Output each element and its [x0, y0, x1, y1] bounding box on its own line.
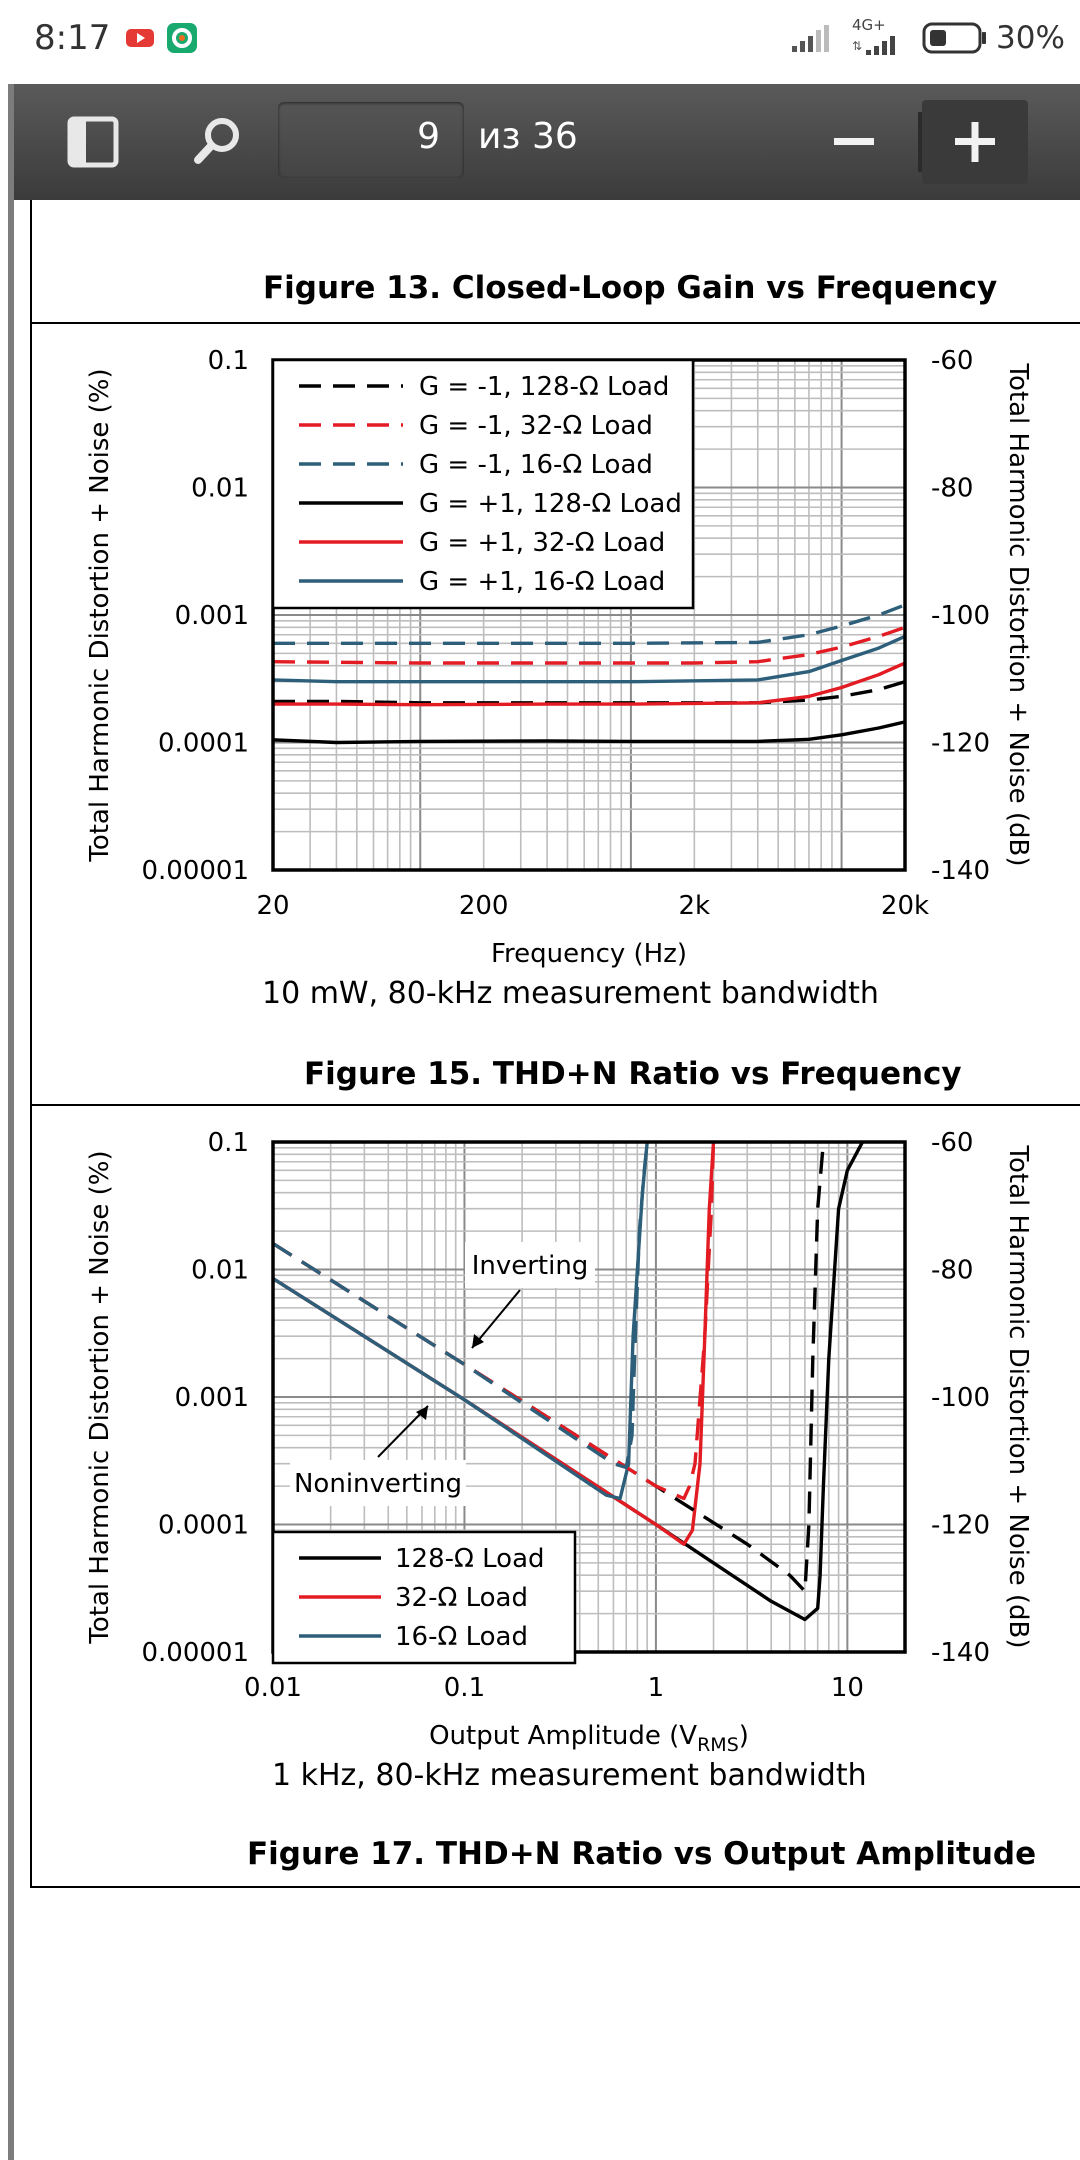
y-tick-label: 0.0001 — [158, 729, 249, 759]
legend-label: 16-Ω Load — [395, 1622, 528, 1652]
y2-tick-label: -60 — [931, 1128, 973, 1158]
status-bar: 8:17 4G+ ⇅ 30% — [0, 0, 1080, 80]
battery-icon — [922, 20, 988, 60]
thd-vs-amplitude-chart: 0.1 -60 0.01 -80 0.001 -100 0.0001 -120 0.00001 -… — [85, 1128, 1033, 1752]
page-count-label: из 36 — [478, 116, 578, 157]
y2-tick-label: -140 — [931, 1638, 990, 1668]
series-line-4 — [273, 661, 905, 707]
search-button[interactable] — [182, 106, 254, 178]
y-tick-label: 0.1 — [208, 1128, 249, 1158]
x-tick-label: 0.01 — [244, 1673, 302, 1703]
y-tick-label: 0.00001 — [141, 1638, 249, 1668]
figure-15-note: 10 mW, 80-kHz measurement bandwidth — [262, 976, 879, 1011]
separator-2 — [30, 1104, 1080, 1106]
x-axis-title: Output Amplitude (VRMS) — [429, 1721, 749, 1752]
series-line-5 — [273, 634, 905, 684]
search-icon — [194, 118, 239, 164]
annotation-arrowhead — [416, 1406, 428, 1420]
minus-icon — [834, 138, 874, 145]
legend-label: G = -1, 128-Ω Load — [419, 372, 669, 402]
battery-percent: 30% — [996, 20, 1065, 56]
zoom-in-button[interactable] — [922, 100, 1028, 184]
legend-label: 128-Ω Load — [395, 1544, 545, 1574]
status-time: 8:17 — [34, 18, 111, 58]
plot-frame — [271, 1140, 907, 1654]
signal-icon-2: ⇅ — [852, 34, 908, 60]
y2-tick-label: -120 — [931, 729, 990, 759]
page-number-input[interactable]: 9 — [278, 102, 464, 178]
y2-tick-label: -80 — [931, 1256, 973, 1286]
y2-tick-label: -120 — [931, 1511, 990, 1541]
zoom-out-button[interactable] — [804, 100, 904, 184]
y2-tick-label: -100 — [931, 601, 990, 631]
series-line-5 — [273, 1142, 649, 1470]
legend-label: G = +1, 32-Ω Load — [419, 528, 665, 558]
y-tick-label: 0.01 — [191, 474, 249, 504]
y-axis-title: Total Harmonic Distortion + Noise (%) — [85, 368, 115, 862]
legend-box — [271, 358, 695, 610]
youtube-icon — [124, 22, 156, 54]
separator-3 — [30, 1886, 1080, 1888]
y2-axis-title: Total Harmonic Distortion + Noise (dB) — [1003, 1145, 1033, 1649]
plus-icon — [955, 122, 995, 162]
app-icon — [166, 22, 198, 54]
x-tick-label: 10 — [831, 1673, 864, 1703]
thd-vs-frequency-chart: 0.1 -60 0.01 -80 0.001 -100 0.0001 -120 0.00001 -… — [85, 346, 1033, 969]
y-tick-label: 0.001 — [175, 601, 249, 631]
figure-13-caption: Figure 13. Closed-Loop Gain vs Frequency — [263, 270, 998, 306]
series-line-4 — [273, 1142, 716, 1501]
separator-1 — [30, 322, 1080, 324]
figure-17-note: 1 kHz, 80-kHz measurement bandwidth — [272, 1758, 867, 1793]
legend-label: G = -1, 16-Ω Load — [419, 450, 653, 480]
y-tick-label: 0.00001 — [141, 856, 249, 886]
sidebar-icon — [67, 116, 119, 168]
annotation-inverting: Inverting — [472, 1251, 589, 1281]
annotation-arrowhead — [472, 1334, 484, 1348]
annotation-arrow-inverting — [471, 1289, 521, 1349]
y-axis-title: Total Harmonic Distortion + Noise (%) — [85, 1150, 115, 1644]
series-line-3 — [273, 1142, 826, 1593]
y-tick-label: 0.001 — [175, 1383, 249, 1413]
figure-15-caption: Figure 15. THD+N Ratio vs Frequency — [304, 1056, 962, 1092]
y-tick-label: 0.0001 — [158, 1511, 249, 1541]
page-border-left — [30, 200, 32, 1888]
x-tick-label: 0.1 — [444, 1673, 485, 1703]
pdf-toolbar: 9 из 36 — [14, 84, 1080, 200]
series-line-2 — [273, 603, 905, 645]
annotation-bg — [290, 1460, 466, 1506]
zoom-divider — [918, 112, 922, 172]
svg-text:⇅: ⇅ — [852, 39, 862, 53]
document-edge — [8, 84, 14, 2160]
legend-label: G = +1, 16-Ω Load — [419, 567, 665, 597]
y2-axis-title: Total Harmonic Distortion + Noise (dB) — [1003, 363, 1033, 867]
y2-tick-label: -80 — [931, 474, 973, 504]
series-line-0 — [273, 680, 905, 705]
legend-label: G = +1, 128-Ω Load — [419, 489, 682, 519]
y-tick-label: 0.1 — [208, 346, 249, 376]
annotation-bg — [465, 1242, 595, 1288]
network-label: 4G+ — [852, 16, 886, 34]
y-tick-label: 0.01 — [191, 1256, 249, 1286]
legend-label: 32-Ω Load — [395, 1583, 528, 1613]
x-tick-label: 1 — [648, 1673, 665, 1703]
zoom-controls — [804, 100, 1028, 184]
series-line-1 — [273, 625, 905, 665]
y2-tick-label: -60 — [931, 346, 973, 376]
x-axis-title: Frequency (Hz) — [491, 939, 687, 969]
x-tick-label: 20 — [256, 891, 289, 921]
series-line-3 — [273, 720, 905, 745]
sidebar-toggle-button[interactable] — [58, 106, 130, 178]
x-tick-label: 20k — [881, 891, 929, 921]
x-tick-label: 2k — [679, 891, 711, 921]
y2-tick-label: -100 — [931, 1383, 990, 1413]
annotation-noninverting: Noninverting — [294, 1469, 462, 1499]
x-tick-label: 200 — [459, 891, 509, 921]
signal-icon — [790, 24, 834, 58]
y2-tick-label: -140 — [931, 856, 990, 886]
figure-17-caption: Figure 17. THD+N Ratio vs Output Amplitu… — [247, 1836, 1037, 1872]
legend-label: G = -1, 32-Ω Load — [419, 411, 653, 441]
